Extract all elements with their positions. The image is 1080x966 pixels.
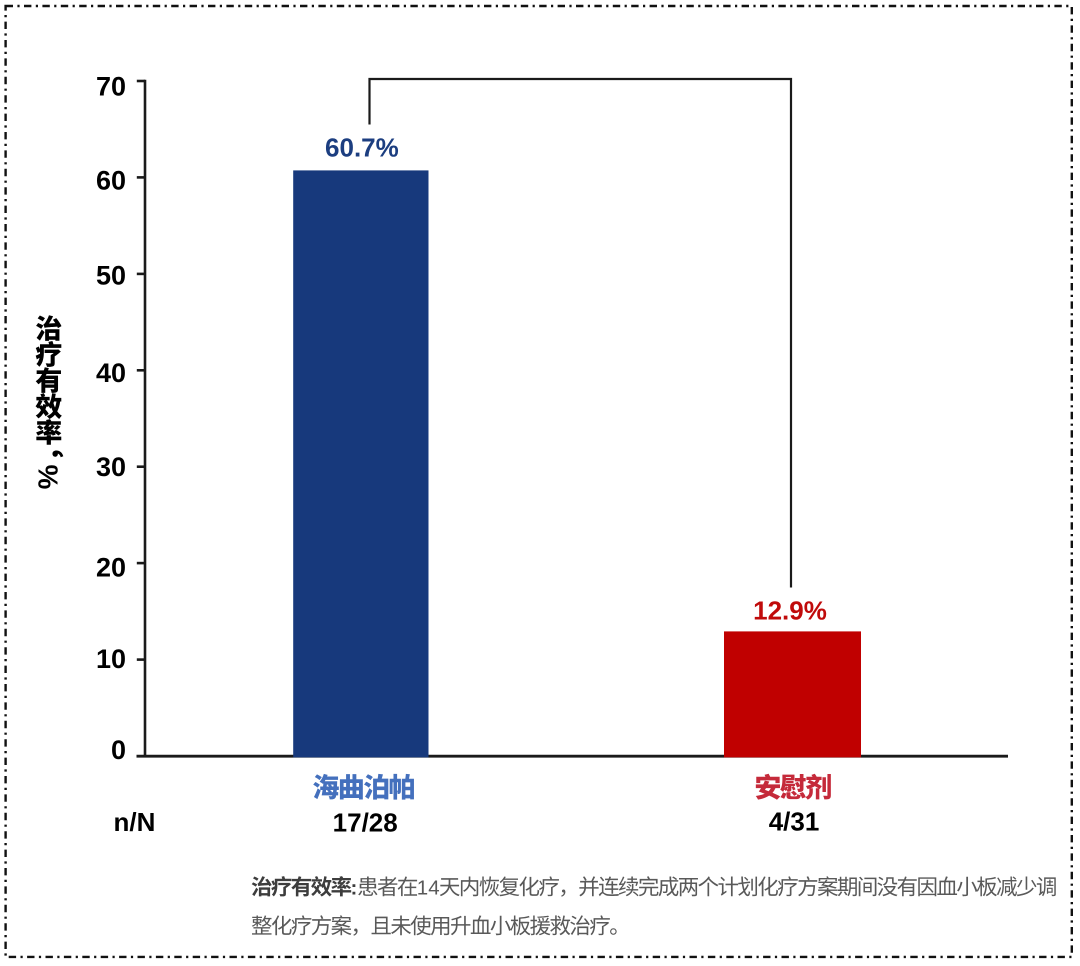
svg-text:n/N: n/N [114,807,156,837]
svg-text:50: 50 [96,261,126,291]
svg-text:0: 0 [111,735,126,765]
svg-text:60.7%: 60.7% [325,132,399,162]
svg-text:70: 70 [96,72,126,102]
svg-text:60: 60 [96,166,126,196]
svg-text:30: 30 [96,452,126,482]
svg-text::: : [351,877,358,900]
svg-text:40: 40 [96,358,126,388]
svg-text:14: 14 [417,877,440,900]
svg-text:4/31: 4/31 [769,807,820,837]
svg-text:12.9%: 12.9% [753,596,827,626]
svg-text:%: % [33,465,64,490]
svg-text:20: 20 [96,553,126,583]
svg-text:17/28: 17/28 [333,808,398,838]
svg-text:10: 10 [96,644,126,674]
